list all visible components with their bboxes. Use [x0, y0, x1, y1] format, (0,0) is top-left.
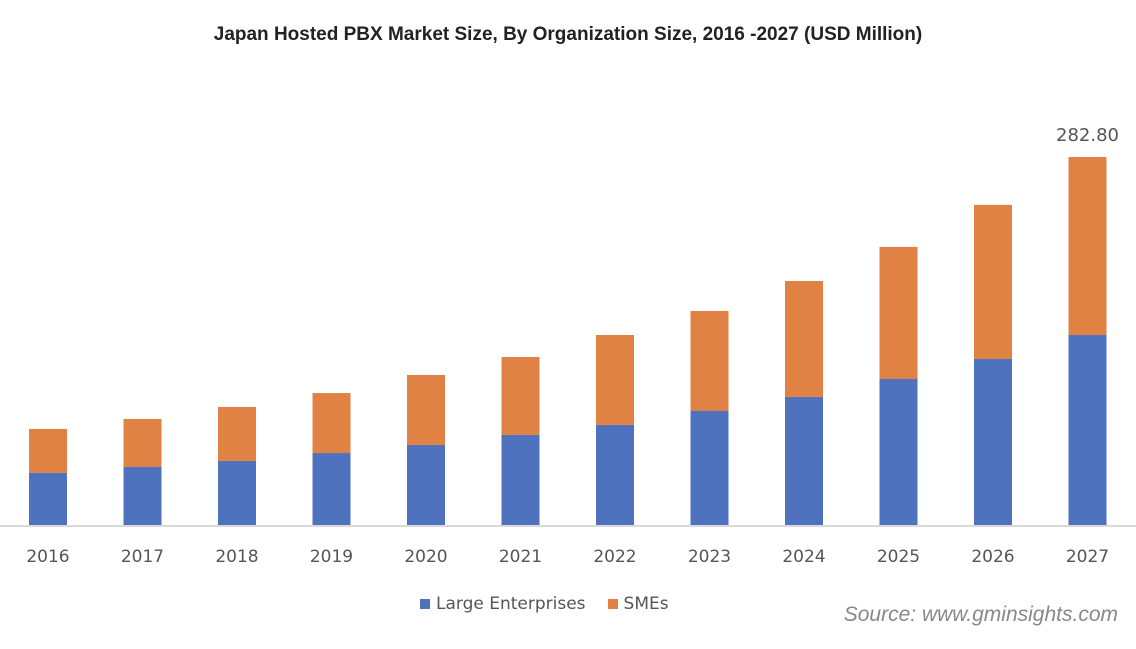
x-tick-label: 2020 — [404, 547, 447, 567]
bar-smes-2021 — [501, 357, 540, 435]
bar-large-enterprises-2019 — [312, 453, 351, 525]
legend-swatch-smes — [607, 599, 618, 609]
bar-smes-2024 — [785, 281, 823, 397]
legend-swatch-large-enterprises — [420, 599, 430, 609]
legend-item-large-enterprises[interactable]: Large Enterprises — [420, 594, 586, 614]
bar-large-enterprises-2026 — [974, 358, 1012, 525]
x-tick-label: 2025 — [877, 547, 920, 567]
x-tick-label: 2022 — [593, 547, 636, 567]
bar-smes-2019 — [312, 393, 351, 454]
bar-smes-2016 — [29, 428, 67, 473]
legend-label: Large Enterprises — [436, 594, 586, 614]
x-tick-label: 2018 — [215, 547, 258, 567]
bar-smes-2018 — [218, 406, 256, 461]
x-tick-label: 2027 — [1066, 547, 1109, 567]
chart-title: Japan Hosted PBX Market Size, By Organiz… — [213, 24, 923, 45]
bar-large-enterprises-2021 — [501, 434, 540, 525]
x-tick-label: 2026 — [971, 547, 1014, 567]
bar-smes-2027 — [1068, 157, 1107, 336]
bar-smes-2023 — [690, 310, 729, 412]
bar-smes-2026 — [974, 204, 1012, 359]
x-tick-label: 2016 — [26, 547, 69, 567]
legend-label: SMEs — [623, 594, 669, 614]
x-tick-label: 2021 — [499, 547, 542, 567]
bar-large-enterprises-2027 — [1068, 335, 1107, 525]
legend-item-smes[interactable]: SMEs — [607, 594, 669, 614]
data-label: 282.80 — [1056, 125, 1119, 146]
bar-smes-2025 — [879, 246, 918, 379]
legend: Large Enterprises SMEs — [420, 594, 669, 614]
bar-smes-2022 — [596, 335, 634, 425]
x-tick-label: 2023 — [688, 547, 731, 567]
bar-large-enterprises-2022 — [596, 424, 634, 525]
x-tick-label: 2019 — [310, 547, 353, 567]
bar-large-enterprises-2018 — [218, 460, 256, 525]
bar-smes-2017 — [123, 418, 162, 467]
bar-large-enterprises-2025 — [879, 378, 918, 525]
x-tick-label: 2024 — [782, 547, 825, 567]
x-tick-label: 2017 — [121, 547, 164, 567]
bar-large-enterprises-2016 — [29, 472, 67, 525]
bar-large-enterprises-2017 — [123, 466, 162, 525]
bar-large-enterprises-2024 — [785, 396, 823, 525]
bar-large-enterprises-2020 — [407, 444, 445, 525]
source-note: Source: www.gminsights.com — [843, 603, 1118, 626]
bar-smes-2020 — [407, 374, 445, 445]
bar-large-enterprises-2023 — [690, 411, 729, 525]
